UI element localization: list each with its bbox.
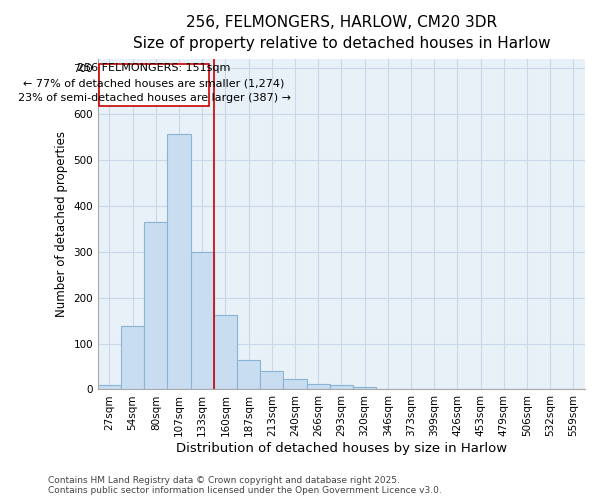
- Bar: [167, 134, 191, 390]
- Title: 256, FELMONGERS, HARLOW, CM20 3DR
Size of property relative to detached houses i: 256, FELMONGERS, HARLOW, CM20 3DR Size o…: [133, 15, 550, 51]
- Bar: [330, 386, 353, 390]
- FancyBboxPatch shape: [99, 64, 209, 106]
- X-axis label: Distribution of detached houses by size in Harlow: Distribution of detached houses by size …: [176, 442, 507, 455]
- Bar: [376, 388, 400, 390]
- Bar: [121, 326, 144, 390]
- Text: 256 FELMONGERS: 151sqm
← 77% of detached houses are smaller (1,274)
23% of semi-: 256 FELMONGERS: 151sqm ← 77% of detached…: [17, 64, 290, 103]
- Bar: [307, 384, 330, 390]
- Bar: [214, 315, 237, 390]
- Bar: [260, 371, 283, 390]
- Bar: [237, 360, 260, 390]
- Bar: [283, 380, 307, 390]
- Bar: [144, 222, 167, 390]
- Bar: [353, 387, 376, 390]
- Text: Contains HM Land Registry data © Crown copyright and database right 2025.
Contai: Contains HM Land Registry data © Crown c…: [48, 476, 442, 495]
- Y-axis label: Number of detached properties: Number of detached properties: [55, 132, 68, 318]
- Bar: [98, 385, 121, 390]
- Bar: [191, 252, 214, 390]
